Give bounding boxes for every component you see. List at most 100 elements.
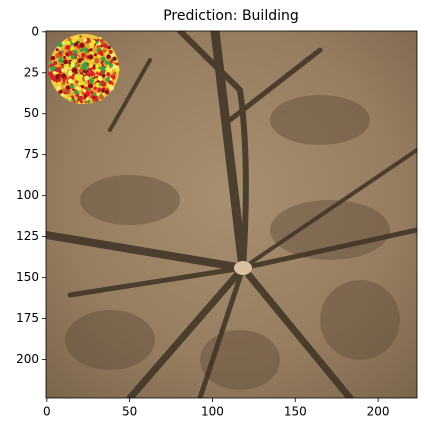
patch-dot [70, 54, 76, 60]
patch-dot [65, 40, 71, 46]
patch-dot [108, 85, 115, 91]
y-tick-label: 75 [24, 147, 39, 161]
patch-dot [77, 45, 81, 49]
patch-dot [82, 46, 87, 52]
patch-dot [59, 56, 63, 60]
patch-dot [71, 38, 77, 44]
patch-dot [62, 78, 66, 82]
patch-dot [94, 58, 100, 64]
patch-dot [52, 71, 56, 75]
patch-dot [79, 42, 85, 48]
y-tick-label: 0 [31, 24, 39, 38]
patch-dot [76, 63, 81, 68]
x-tick-label: 100 [201, 405, 224, 419]
patch-dot [91, 39, 96, 45]
patch-dot [97, 89, 101, 93]
patch-dot [112, 56, 117, 61]
patch-dot [58, 58, 64, 64]
patch-dot [109, 77, 113, 81]
patch-dot [61, 73, 67, 79]
patch-dot [91, 59, 95, 63]
patch-dot [73, 100, 76, 103]
patch-dot [57, 42, 63, 48]
patch-dot [67, 78, 73, 84]
y-tick-label: 125 [16, 229, 39, 243]
patch-dot [98, 50, 103, 55]
chart-title: Prediction: Building [163, 8, 299, 24]
patch-dot [97, 75, 103, 81]
patch-dot [103, 43, 109, 48]
y-tick-label: 100 [16, 188, 39, 202]
patch-dot [70, 62, 75, 68]
patch-dot [100, 56, 106, 62]
image [46, 31, 417, 398]
patch-dot [89, 48, 93, 52]
patch-dot [98, 94, 104, 100]
patch-dot [104, 60, 110, 66]
y-tick-label: 200 [16, 352, 39, 366]
patch-dot [87, 83, 94, 89]
patch-dot [68, 96, 72, 101]
patch-dot [101, 81, 107, 87]
patch-dot [83, 94, 88, 99]
patch-dot [109, 60, 114, 64]
adversarial-patch [48, 34, 120, 104]
patch-dot [71, 67, 77, 73]
patch-dot [84, 100, 88, 104]
patch-dot [88, 78, 94, 84]
patch-dot [93, 53, 97, 57]
patch-dot [97, 54, 101, 58]
patch-dot [85, 50, 89, 54]
patch-dot [86, 99, 91, 104]
y-tick-label: 150 [16, 270, 39, 284]
patch-dot [55, 48, 59, 52]
patch-dot [108, 49, 113, 54]
patch-dot [58, 89, 63, 95]
patch-dot [113, 61, 117, 65]
patch-dot [83, 66, 88, 71]
patch-dot [52, 60, 58, 66]
patch-dot [81, 52, 86, 58]
patch-dot [61, 68, 65, 73]
patch-dot [62, 41, 65, 45]
patch-dot [90, 94, 94, 99]
y-tick-label: 175 [16, 311, 39, 325]
patch-dot [96, 44, 101, 49]
patch-dot [92, 92, 97, 96]
patch-dot [109, 63, 113, 68]
y-tick-label: 25 [24, 65, 39, 79]
patch-dot [63, 55, 67, 59]
patch-dot [62, 88, 67, 93]
x-tick-label: 200 [367, 405, 390, 419]
patch-dot [67, 70, 73, 76]
patch-dot [64, 63, 69, 68]
patch-dot [112, 71, 117, 76]
patch-dot [94, 95, 98, 98]
patch-dot [55, 74, 61, 79]
patch-dot [57, 81, 61, 86]
patch-dot [61, 81, 66, 85]
x-tick-label: 0 [43, 405, 51, 419]
patch-dot [100, 66, 106, 72]
patch-dot [56, 85, 62, 91]
patch-dot [71, 73, 76, 77]
patch-dot [101, 73, 105, 78]
patch-dot [79, 100, 84, 104]
patch-dot [73, 42, 79, 47]
patch-dot [79, 35, 83, 38]
patch-dot [67, 37, 72, 42]
patch-dot [106, 54, 111, 59]
patch-dot [50, 74, 55, 80]
patch-dot [114, 65, 119, 70]
patch-dot [49, 66, 55, 72]
patch-dot [81, 84, 85, 89]
patch-dot [73, 89, 79, 95]
patch-dot [60, 50, 64, 54]
patch-dot [101, 88, 106, 93]
patch-dot [89, 71, 95, 77]
patch-dot [65, 85, 71, 90]
y-tick-label: 50 [24, 106, 39, 120]
patch-dot [115, 62, 120, 66]
patch-dot [80, 96, 84, 99]
